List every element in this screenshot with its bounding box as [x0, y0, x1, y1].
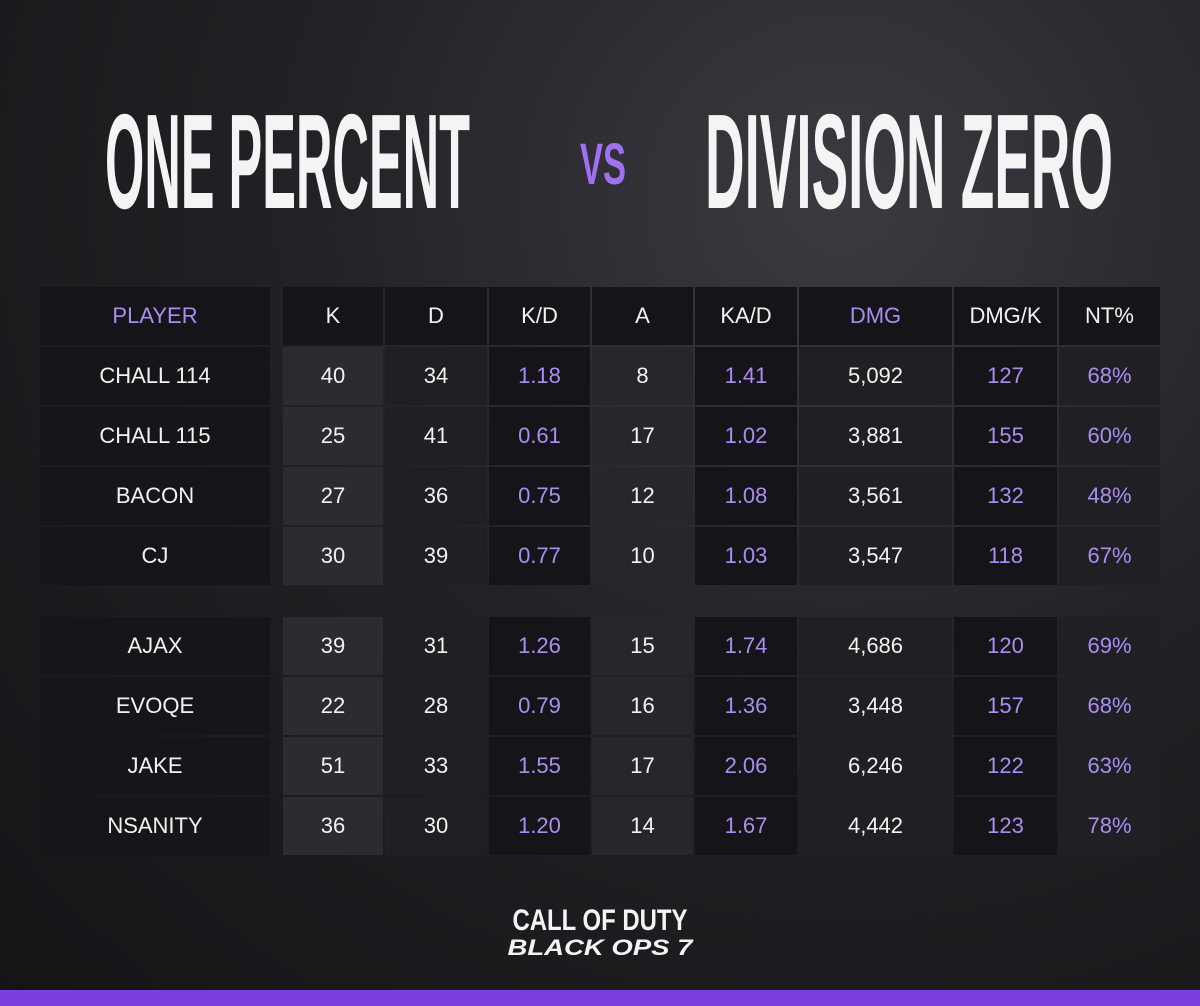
column-header: PLAYER [40, 287, 270, 345]
stat-cell: 51 [283, 737, 383, 795]
stat-cell: 6,246 [799, 737, 952, 795]
stat-cell: 1.74 [695, 617, 797, 675]
player-name: NSANITY [40, 797, 270, 855]
stat-cell: 16 [592, 677, 693, 735]
stat-cell: 15 [592, 617, 693, 675]
column-header: A [592, 287, 693, 345]
stat-cell: 1.55 [489, 737, 590, 795]
stat-cell: 123 [954, 797, 1057, 855]
stat-cell: 40 [283, 347, 383, 405]
player-name: CJ [40, 527, 270, 585]
stat-cell: 0.77 [489, 527, 590, 585]
stat-cell: 36 [385, 467, 487, 525]
stat-cell: 118 [954, 527, 1057, 585]
player-name: BACON [40, 467, 270, 525]
player-name: CHALL 114 [40, 347, 270, 405]
player-name: AJAX [40, 617, 270, 675]
stat-cell: 120 [954, 617, 1057, 675]
stat-cell: 0.79 [489, 677, 590, 735]
stat-cell: 127 [954, 347, 1057, 405]
stat-cell: 30 [385, 797, 487, 855]
column-header: K/D [489, 287, 590, 345]
stat-cell: 1.67 [695, 797, 797, 855]
stat-cell: 3,561 [799, 467, 952, 525]
stat-cell: 41 [385, 407, 487, 465]
stat-cell: 132 [954, 467, 1057, 525]
stat-cell: 122 [954, 737, 1057, 795]
stat-cell: 39 [385, 527, 487, 585]
column-header: DMG [799, 287, 952, 345]
column-header: DMG/K [954, 287, 1057, 345]
column-header: NT% [1059, 287, 1160, 345]
stat-cell: 31 [385, 617, 487, 675]
stat-cell: 39 [283, 617, 383, 675]
stat-cell: 12 [592, 467, 693, 525]
stat-cell: 4,442 [799, 797, 952, 855]
stat-cell: 68% [1059, 677, 1160, 735]
column-header: D [385, 287, 487, 345]
stat-cell: 8 [592, 347, 693, 405]
stat-cell: 1.03 [695, 527, 797, 585]
logo-line2: BLACK OPS 7 [508, 935, 695, 960]
stat-cell: 3,448 [799, 677, 952, 735]
bottom-bar [0, 990, 1200, 1006]
stat-cell: 33 [385, 737, 487, 795]
stat-cell: 1.08 [695, 467, 797, 525]
header: ONE PERCENT VS DIVISION ZERO [105, 86, 1113, 237]
stat-cell: 22 [283, 677, 383, 735]
logo-line1: CALL OF DUTY [513, 904, 688, 937]
stat-cell: 1.02 [695, 407, 797, 465]
stat-cell: 157 [954, 677, 1057, 735]
stat-cell: 4,686 [799, 617, 952, 675]
stat-cell: 1.26 [489, 617, 590, 675]
stat-cell: 10 [592, 527, 693, 585]
stat-cell: 60% [1059, 407, 1160, 465]
player-name: EVOQE [40, 677, 270, 735]
stat-cell: 0.75 [489, 467, 590, 525]
stat-cell: 68% [1059, 347, 1160, 405]
stat-cell: 14 [592, 797, 693, 855]
stat-cell: 1.41 [695, 347, 797, 405]
stat-cell: 1.36 [695, 677, 797, 735]
stat-cell: 78% [1059, 797, 1160, 855]
stat-cell: 69% [1059, 617, 1160, 675]
stat-cell: 155 [954, 407, 1057, 465]
column-header: KA/D [695, 287, 797, 345]
player-name: JAKE [40, 737, 270, 795]
logo: CALL OF DUTY BLACK OPS 7 [508, 904, 695, 960]
stat-cell: 48% [1059, 467, 1160, 525]
stat-cell: 3,547 [799, 527, 952, 585]
stat-cell: 34 [385, 347, 487, 405]
stat-cell: 0.61 [489, 407, 590, 465]
stat-cell: 1.20 [489, 797, 590, 855]
stat-cell: 17 [592, 737, 693, 795]
stat-cell: 63% [1059, 737, 1160, 795]
stat-cell: 5,092 [799, 347, 952, 405]
stat-cell: 36 [283, 797, 383, 855]
stat-cell: 17 [592, 407, 693, 465]
stat-cell: 30 [283, 527, 383, 585]
stat-cell: 67% [1059, 527, 1160, 585]
stat-cell: 3,881 [799, 407, 952, 465]
team-right: DIVISION ZERO [705, 86, 1113, 237]
stat-cell: 1.18 [489, 347, 590, 405]
column-header: K [283, 287, 383, 345]
player-name: CHALL 115 [40, 407, 270, 465]
stat-cell: 27 [283, 467, 383, 525]
team-left: ONE PERCENT [105, 86, 470, 237]
stat-cell: 25 [283, 407, 383, 465]
versus: VS [580, 132, 626, 197]
stat-cell: 2.06 [695, 737, 797, 795]
stat-cell: 28 [385, 677, 487, 735]
